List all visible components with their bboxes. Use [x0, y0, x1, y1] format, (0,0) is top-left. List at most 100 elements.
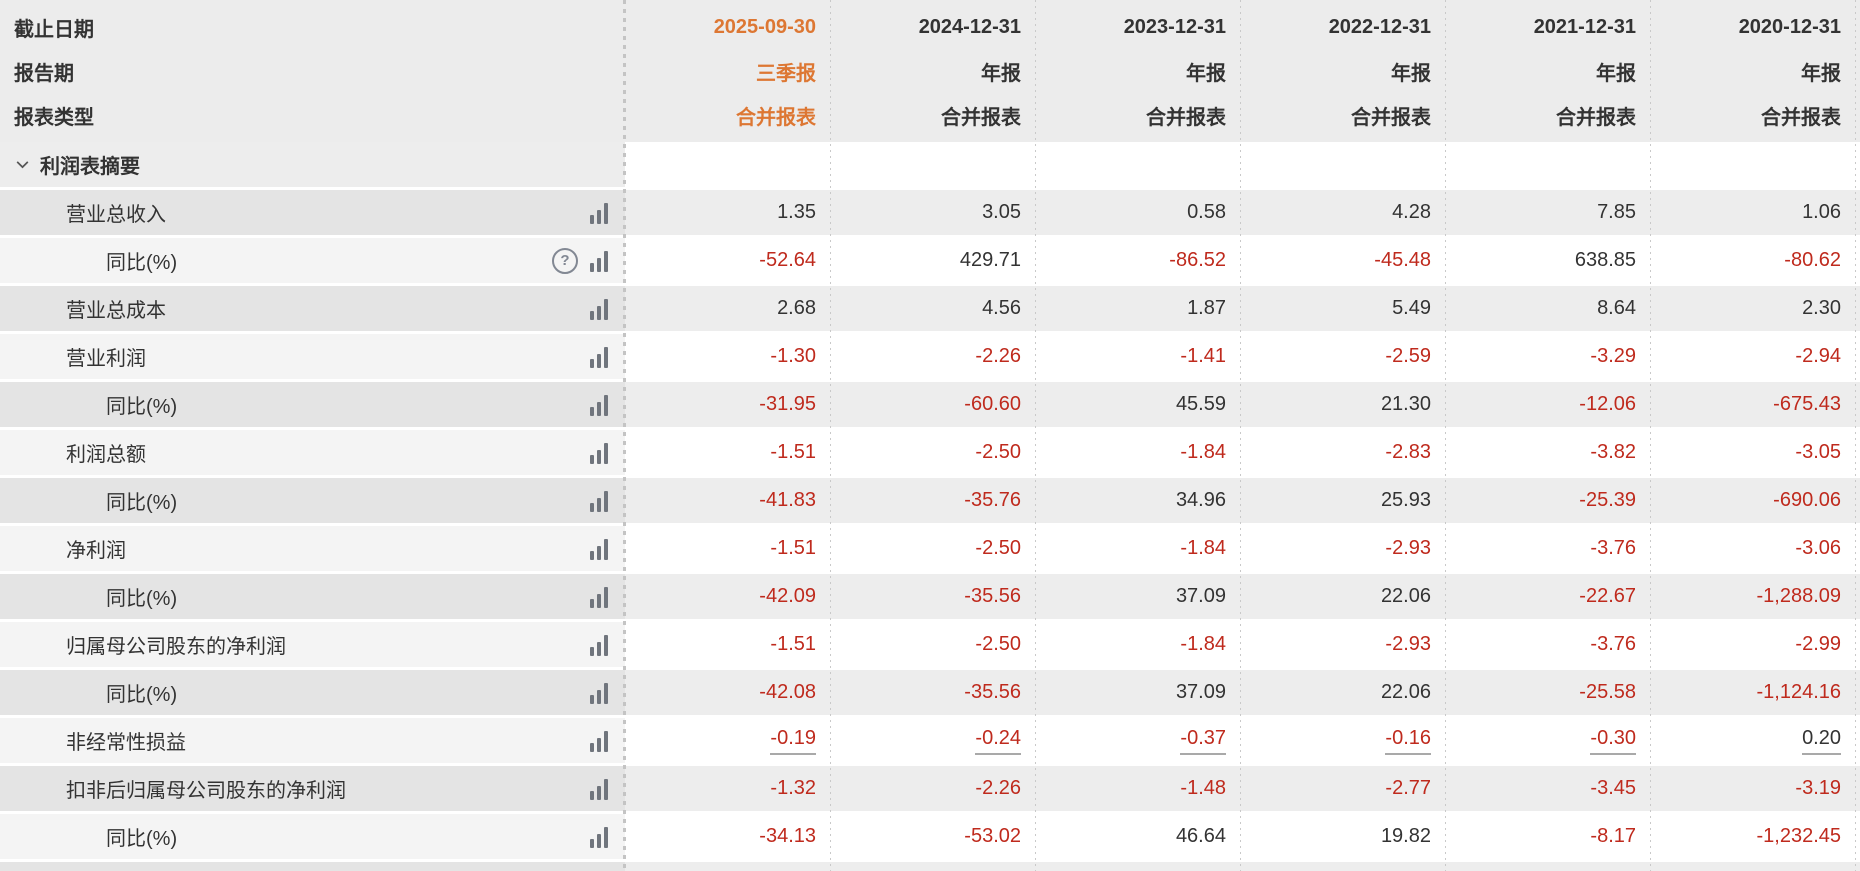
cell-value: -690.06 [1773, 489, 1841, 511]
row-label: 净利润 [66, 540, 126, 562]
bar-chart-icon[interactable] [590, 586, 608, 608]
cell-value: -1,124.16 [1756, 681, 1841, 703]
value-cell: -2.99 [1650, 622, 1855, 667]
value-cell: 638.85 [1445, 238, 1650, 283]
cell-value[interactable]: -0.37 [1180, 727, 1226, 755]
bar-chart-icon[interactable] [590, 634, 608, 656]
value-cell: -2.50 [830, 430, 1035, 475]
cell-value: -1.51 [770, 441, 816, 463]
row-label: 扣非后归属母公司股东的净利润 [66, 780, 346, 802]
table-row: 同比(%) -34.13 -53.02 46.64 19.82 -8.17 -1,232.4… [0, 814, 1860, 859]
column-header-type-2020-12-31: 合并报表 [1761, 106, 1841, 129]
table-row: 同比(%) -42.09 -35.56 37.09 22.06 -22.67 -1,288.… [0, 574, 1860, 619]
cell-value: -1,232.45 [1756, 825, 1841, 847]
section-empty-cell [1650, 142, 1855, 187]
value-cell: -3.76 [1445, 622, 1650, 667]
cell-value: 37.09 [1175, 585, 1226, 607]
row-label: 同比(%) [106, 396, 178, 418]
cell-value: -60.60 [964, 393, 1021, 415]
table-header: 截止日期 2025-09-30 2024-12-31 2023-12-31 2022-… [0, 0, 1860, 142]
value-cell: -0.30 [1445, 718, 1650, 763]
table-row: 营业总成本 2.68 4.56 1.87 5.49 8.64 2.30 [0, 286, 1860, 331]
bar-chart-icon[interactable] [590, 826, 608, 848]
section-title: 利润表摘要 [40, 156, 140, 178]
value-cell: -2.94 [1650, 334, 1855, 379]
cell-value: 1.87 [1187, 297, 1226, 319]
cell-value: -2.59 [1385, 345, 1431, 367]
bar-chart-icon[interactable] [590, 778, 608, 800]
table-row: 利润总额 -1.51 -2.50 -1.84 -2.83 -3.82 -3.05 [0, 430, 1860, 475]
column-header-period-2021-12-31: 年报 [1596, 62, 1636, 85]
cell-value[interactable]: 0.20 [1802, 727, 1841, 755]
cell-value: -41.83 [759, 489, 816, 511]
cell-value: -2.99 [1795, 633, 1841, 655]
bar-chart-icon[interactable] [590, 346, 608, 368]
row-label: 营业总成本 [66, 300, 166, 322]
column-header-date-2023-12-31[interactable]: 2023-12-31 [1123, 15, 1226, 38]
bar-chart-icon[interactable] [590, 490, 608, 512]
value-cell: -2.93 [1240, 622, 1445, 667]
section-label-cell[interactable]: 利润表摘要 [0, 142, 625, 187]
cell-value[interactable]: -0.24 [975, 727, 1021, 755]
column-header-date-2025-09-30[interactable]: 2025-09-30 [713, 15, 816, 38]
value-cell: -0.37 [1035, 718, 1240, 763]
bar-chart-icon[interactable] [590, 250, 608, 272]
cell-value: 22.06 [1380, 681, 1431, 703]
cell-value: -1.84 [1180, 633, 1226, 655]
cell-value: -2.94 [1795, 345, 1841, 367]
bar-chart-icon[interactable] [590, 538, 608, 560]
value-cell: 5.49 [1240, 286, 1445, 331]
column-header-date-2021-12-31[interactable]: 2021-12-31 [1533, 15, 1636, 38]
value-cell: -34.13 [625, 814, 830, 859]
cell-value: 45.59 [1175, 393, 1226, 415]
cell-value: -42.09 [759, 585, 816, 607]
value-cell: 34.96 [1035, 478, 1240, 523]
cell-value: -3.45 [1590, 777, 1636, 799]
header-label-date: 截止日期 [14, 18, 94, 41]
section-empty-cell [1445, 142, 1650, 187]
next-row-partial [0, 862, 1860, 871]
header-label-period: 报告期 [14, 62, 74, 85]
value-cell: -675.43 [1650, 382, 1855, 427]
value-cell: 3.05 [830, 190, 1035, 235]
column-header-date-2020-12-31[interactable]: 2020-12-31 [1738, 15, 1841, 38]
column-header-type-2024-12-31: 合并报表 [941, 106, 1021, 129]
value-cell: -3.06 [1650, 526, 1855, 571]
value-cell: -42.09 [625, 574, 830, 619]
cell-value[interactable]: -0.30 [1590, 727, 1636, 755]
value-cell: -1,232.45 [1650, 814, 1855, 859]
table-row: 同比(%)? -52.64 429.71 -86.52 -45.48 638.85 -80.… [0, 238, 1860, 283]
row-label-cell: 扣非后归属母公司股东的净利润 [0, 766, 625, 811]
value-cell: 45.59 [1035, 382, 1240, 427]
column-header-type-2021-12-31: 合并报表 [1556, 106, 1636, 129]
cell-value: 1.35 [777, 201, 816, 223]
row-label: 同比(%) [106, 684, 178, 706]
value-cell: -0.16 [1240, 718, 1445, 763]
value-cell: 4.28 [1240, 190, 1445, 235]
bar-chart-icon[interactable] [590, 682, 608, 704]
row-label-cell: 营业利润 [0, 334, 625, 379]
chevron-down-icon[interactable] [14, 156, 31, 173]
bar-chart-icon[interactable] [590, 394, 608, 416]
row-label-cell: 非经常性损益 [0, 718, 625, 763]
column-header-date-2024-12-31[interactable]: 2024-12-31 [918, 15, 1021, 38]
value-cell: -2.26 [830, 766, 1035, 811]
column-header-period-2020-12-31: 年报 [1801, 62, 1841, 85]
header-line-period: 报告期 三季报 年报 年报 年报 年报 年报 [0, 49, 1860, 93]
value-cell: 1.87 [1035, 286, 1240, 331]
cell-value[interactable]: -0.16 [1385, 727, 1431, 755]
bar-chart-icon[interactable] [590, 202, 608, 224]
cell-value: 7.85 [1597, 201, 1636, 223]
cell-value: 8.64 [1597, 297, 1636, 319]
bar-chart-icon[interactable] [590, 298, 608, 320]
section-row-income-statement[interactable]: 利润表摘要 [0, 142, 1860, 187]
bar-chart-icon[interactable] [590, 730, 608, 752]
value-cell: -1.84 [1035, 526, 1240, 571]
bar-chart-icon[interactable] [590, 442, 608, 464]
cell-value[interactable]: -0.19 [770, 727, 816, 755]
value-cell: -2.50 [830, 622, 1035, 667]
help-circle-icon[interactable]: ? [552, 247, 578, 274]
row-label-cell: 同比(%) [0, 670, 625, 715]
column-header-date-2022-12-31[interactable]: 2022-12-31 [1328, 15, 1431, 38]
cell-value: -80.62 [1784, 249, 1841, 271]
